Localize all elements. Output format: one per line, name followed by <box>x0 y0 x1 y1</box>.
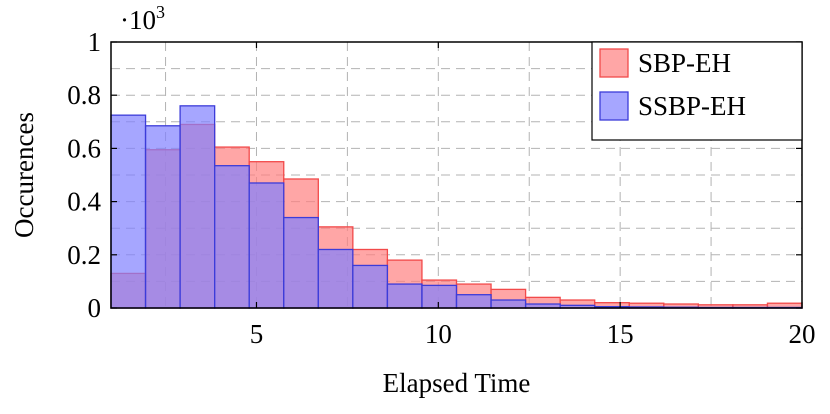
x-tick-label: 20 <box>789 319 816 349</box>
bar-ssbp-eh-1 <box>144 125 181 309</box>
bar-ssbp-eh-0 <box>110 114 147 309</box>
y-tick-label: 0.8 <box>67 80 101 110</box>
bar-ssbp-eh-2 <box>179 105 216 309</box>
x-tick-label: 10 <box>425 319 452 349</box>
bar-ssbp-eh-8 <box>386 283 423 309</box>
bar-ssbp-eh-9 <box>421 284 458 309</box>
y-tick-label: 0 <box>88 293 102 323</box>
bar-ssbp-eh-4 <box>248 182 285 309</box>
y-tick-label: 0.4 <box>67 187 101 217</box>
legend-label-ssbp-eh: SSBP-EH <box>638 91 746 121</box>
x-axis-label: Elapsed Time <box>383 368 531 398</box>
bar-ssbp-eh-10 <box>455 294 492 309</box>
tick-labels: 5 10 15 20 0 0.2 0.4 0.6 0.8 1 <box>67 27 815 349</box>
legend-label-sbp-eh: SBP-EH <box>638 48 731 78</box>
y-scale-base: ·10 <box>120 5 156 35</box>
bar-ssbp-eh-5 <box>283 216 319 309</box>
legend-swatch-ssbp-eh <box>599 91 629 121</box>
legend-swatch-sbp-eh <box>599 48 629 78</box>
bars <box>110 105 803 309</box>
bar-ssbp-eh-7 <box>352 264 389 309</box>
y-axis-label: Occurences <box>9 112 39 238</box>
bar-ssbp-eh-6 <box>317 248 354 309</box>
x-tick-label: 5 <box>250 319 264 349</box>
y-scale-exponent: 3 <box>156 2 165 22</box>
bar-ssbp-eh-11 <box>490 299 527 309</box>
plot-frame <box>110 41 803 309</box>
y-tick-label: 1 <box>88 27 102 57</box>
y-tick-label: 0.2 <box>67 240 101 270</box>
legend: SBP-EH SSBP-EH <box>591 41 803 141</box>
x-tick-label: 15 <box>607 319 634 349</box>
y-tick-label: 0.6 <box>67 133 101 163</box>
bar-ssbp-eh-3 <box>213 165 250 309</box>
y-scale-multiplier: ·103 <box>120 2 165 35</box>
